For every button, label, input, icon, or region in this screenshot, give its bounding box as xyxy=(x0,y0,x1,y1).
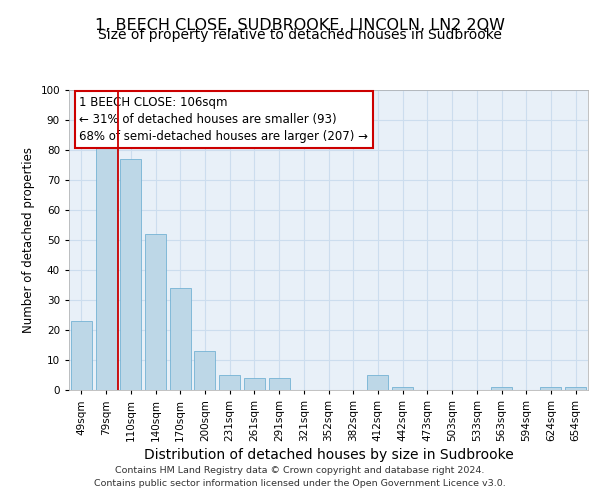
Text: Contains HM Land Registry data © Crown copyright and database right 2024.
Contai: Contains HM Land Registry data © Crown c… xyxy=(94,466,506,487)
Y-axis label: Number of detached properties: Number of detached properties xyxy=(22,147,35,333)
Bar xyxy=(71,321,92,390)
X-axis label: Distribution of detached houses by size in Sudbrooke: Distribution of detached houses by size … xyxy=(143,448,514,462)
Bar xyxy=(269,378,290,390)
Bar xyxy=(145,234,166,390)
Bar xyxy=(491,387,512,390)
Bar xyxy=(541,387,562,390)
Bar xyxy=(219,375,240,390)
Text: 1, BEECH CLOSE, SUDBROOKE, LINCOLN, LN2 2QW: 1, BEECH CLOSE, SUDBROOKE, LINCOLN, LN2 … xyxy=(95,18,505,32)
Bar xyxy=(95,144,116,390)
Bar xyxy=(120,159,141,390)
Bar xyxy=(194,351,215,390)
Bar xyxy=(170,288,191,390)
Bar xyxy=(367,375,388,390)
Bar xyxy=(244,378,265,390)
Bar xyxy=(392,387,413,390)
Text: Size of property relative to detached houses in Sudbrooke: Size of property relative to detached ho… xyxy=(98,28,502,42)
Text: 1 BEECH CLOSE: 106sqm
← 31% of detached houses are smaller (93)
68% of semi-deta: 1 BEECH CLOSE: 106sqm ← 31% of detached … xyxy=(79,96,368,143)
Bar xyxy=(565,387,586,390)
